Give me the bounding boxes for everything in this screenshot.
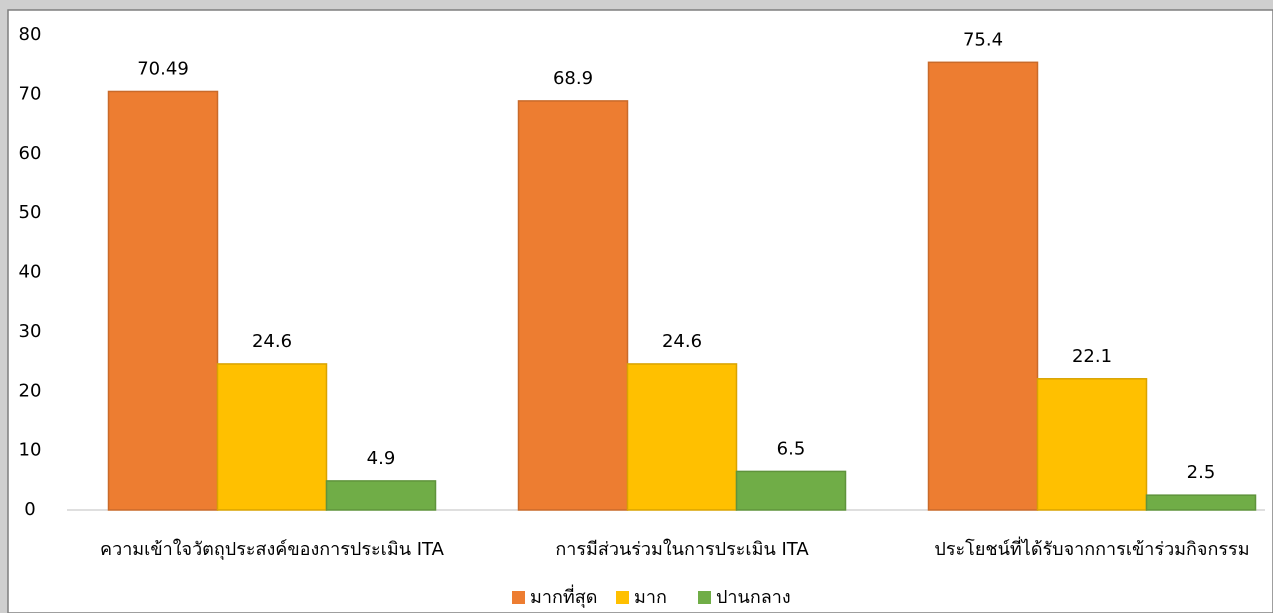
legend-swatch bbox=[512, 591, 525, 604]
bar bbox=[517, 100, 629, 511]
bar bbox=[927, 61, 1039, 511]
data-label: 22.1 bbox=[1072, 346, 1112, 367]
x-tick-label: ความเข้าใจวัตถุประสงค์ของการประเมิน ITA bbox=[100, 538, 445, 560]
legend-label: ปานกลาง bbox=[716, 587, 791, 608]
y-tick-label: 60 bbox=[19, 143, 42, 164]
y-tick-label: 30 bbox=[19, 321, 42, 342]
y-tick-label: 70 bbox=[19, 83, 42, 104]
legend-label: มากที่สุด bbox=[530, 584, 597, 608]
legend-swatch bbox=[616, 591, 629, 604]
y-tick-label: 0 bbox=[24, 499, 35, 520]
bar bbox=[216, 363, 328, 511]
legend-swatch bbox=[698, 591, 711, 604]
data-label: 24.6 bbox=[662, 331, 702, 352]
bar bbox=[626, 363, 738, 511]
y-tick-label: 20 bbox=[19, 380, 42, 401]
data-label: 24.6 bbox=[252, 331, 292, 352]
x-tick-label: ประโยชน์ที่ได้รับจากการเข้าร่วมกิจกรรม bbox=[934, 536, 1249, 560]
data-label: 6.5 bbox=[777, 438, 806, 459]
data-label: 70.49 bbox=[137, 58, 189, 79]
data-label: 4.9 bbox=[367, 448, 396, 469]
y-tick-label: 40 bbox=[19, 262, 42, 283]
bar bbox=[1036, 378, 1148, 511]
data-label: 2.5 bbox=[1187, 462, 1216, 483]
legend-label: มาก bbox=[634, 587, 667, 608]
bar bbox=[107, 90, 219, 511]
y-tick-label: 50 bbox=[19, 202, 42, 223]
data-label: 75.4 bbox=[963, 29, 1003, 50]
chart-frame bbox=[7, 9, 1273, 613]
y-tick-label: 10 bbox=[19, 440, 42, 461]
bar bbox=[735, 470, 847, 511]
y-tick-label: 80 bbox=[19, 24, 42, 45]
bar bbox=[1145, 494, 1257, 511]
bar bbox=[325, 480, 437, 511]
data-label: 68.9 bbox=[553, 68, 593, 89]
x-tick-label: การมีส่วนร่วมในการประเมิน ITA bbox=[555, 538, 809, 560]
